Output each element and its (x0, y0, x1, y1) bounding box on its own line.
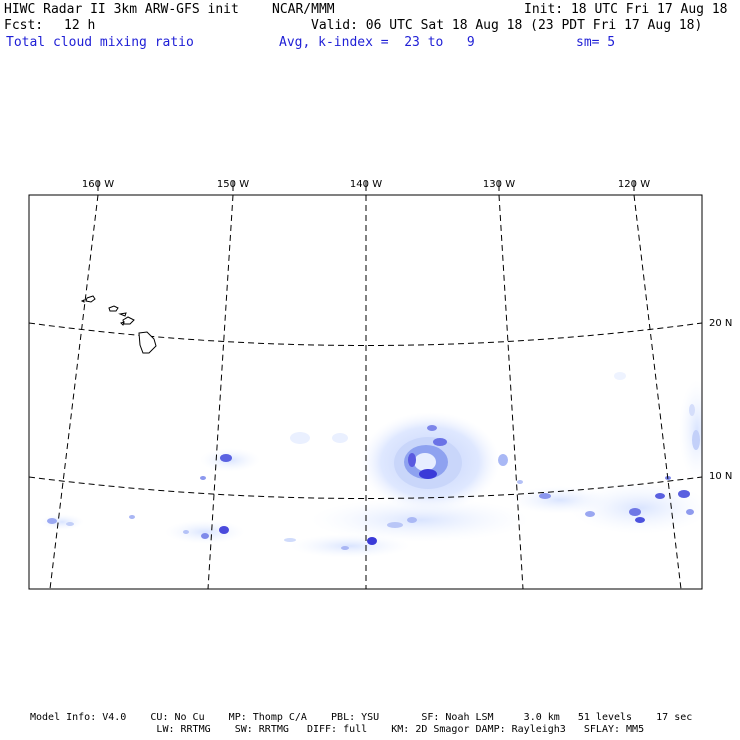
lat-label-20n: 20 N (709, 318, 732, 329)
meridian-160w (49, 195, 99, 589)
lon-label-130w: 130 W (483, 179, 515, 190)
model-info-line-1: Model Info: V4.0 CU: No Cu MP: Thomp C/A… (30, 712, 693, 723)
lon-label-120w: 120 W (618, 179, 650, 190)
valid-time: Valid: 06 UTC Sat 18 Aug 18 (23 PDT Fri … (311, 18, 703, 33)
meridian-130w (498, 195, 524, 589)
smoothing-value: sm= 5 (576, 35, 616, 50)
init-time: Init: 18 UTC Fri 17 Aug 18 (524, 2, 728, 17)
forecast-hour: 12 h (64, 18, 96, 33)
lat-label-10n: 10 N (709, 471, 732, 482)
hawaii-coastline (80, 295, 157, 354)
level-range: Avg, k-index = 23 to 9 (279, 35, 475, 50)
lon-label-160w: 160 W (82, 179, 114, 190)
model-title: HIWC Radar II 3km ARW-GFS init (4, 2, 239, 17)
organization-label: NCAR/MMM (272, 2, 335, 17)
cloud-field (40, 372, 702, 558)
model-info-line-2: LW: RRTMG SW: RRTMG DIFF: full KM: 2D Sm… (30, 724, 645, 735)
field-name: Total cloud mixing ratio (6, 35, 194, 50)
meridian-120w (633, 195, 682, 589)
map-frame (28, 194, 703, 590)
meridian-150w (207, 195, 234, 589)
forecast-label: Fcst: (4, 18, 44, 33)
lon-label-150w: 150 W (217, 179, 249, 190)
graticule (29, 195, 702, 589)
lon-label-140w: 140 W (350, 179, 382, 190)
lon-ticks (97, 181, 635, 191)
